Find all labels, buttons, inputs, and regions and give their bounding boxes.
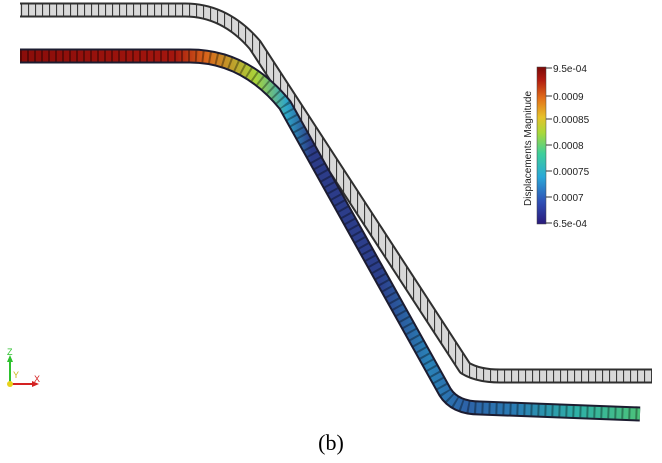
- colorbar-min-label: 6.5e-04: [553, 219, 587, 230]
- orientation-axes: Z Y X: [7, 347, 40, 387]
- colorbar-tick: 0.0008: [553, 141, 584, 152]
- figure-caption: (b): [318, 430, 344, 455]
- colorbar-max-label: 9.5e-04: [553, 64, 587, 75]
- axis-y-label: Y: [13, 370, 19, 380]
- axis-z-label: Z: [7, 347, 13, 357]
- colorbar-title: Displacements Magnitude: [523, 91, 534, 206]
- axis-x-label: X: [34, 374, 40, 384]
- undeformed-mesh: [20, 2, 652, 384]
- colorbar-tick: 0.00085: [553, 115, 590, 126]
- colorbar-tick: 0.0009: [553, 92, 584, 103]
- color-legend: 9.5e-04 0.0009 0.00085 0.0008 0.00075 0.…: [523, 64, 590, 230]
- colorbar-tick: 0.0007: [553, 193, 584, 204]
- colorbar-tick: 0.00075: [553, 167, 590, 178]
- colorbar-gradient: [536, 66, 547, 225]
- deformed-mesh: [20, 48, 641, 422]
